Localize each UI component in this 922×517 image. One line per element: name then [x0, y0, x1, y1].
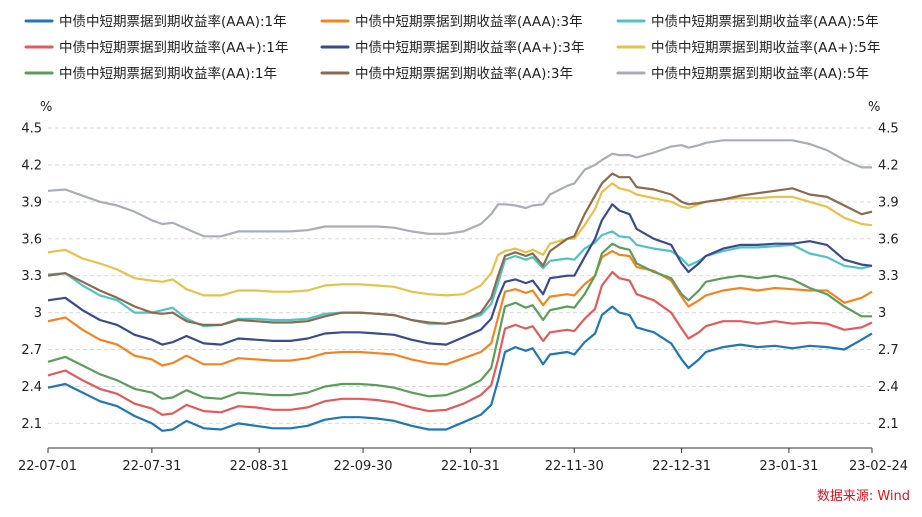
x-tick-label: 22-08-31 [230, 459, 289, 474]
source-note: 数据来源: Wind [817, 489, 910, 504]
y-tick-label-left: 3.3 [21, 269, 42, 284]
y-tick-label-right: 3.6 [878, 232, 899, 247]
y-axis-right: 4.5 4.2 3.9 3.6 3.3 3 2.7 2.4 2.1 [878, 122, 899, 432]
series-line-6 [47, 182, 873, 297]
y-tick-label-right: 2.1 [878, 417, 899, 432]
legend-item-6: 中债中短期票据到期收益率(AA+):5年 [616, 39, 880, 56]
legend-item-2: 中债中短期票据到期收益率(AAA):3年 [320, 13, 583, 30]
y-tick-label-right: 3 [878, 306, 886, 321]
legend-label: 中债中短期票据到期收益率(AA+):3年 [355, 39, 584, 56]
y-tick-label-right: 2.4 [878, 380, 899, 395]
y-tick-label-right: 4.2 [878, 158, 899, 173]
legend-label: 中债中短期票据到期收益率(AAA):5年 [651, 13, 879, 30]
legend-item-3: 中债中短期票据到期收益率(AAA):5年 [616, 13, 879, 30]
legend-label: 中债中短期票据到期收益率(AA):5年 [651, 65, 869, 82]
x-tick-label: 23-01-31 [759, 459, 818, 474]
y-unit-right: % [868, 100, 880, 115]
legend-label: 中债中短期票据到期收益率(AA+):1年 [59, 39, 288, 56]
y-tick-label-right: 3.9 [878, 195, 899, 210]
y-tick-label-left: 2.7 [21, 343, 42, 358]
legend-item-4: 中债中短期票据到期收益率(AA+):1年 [24, 39, 288, 56]
y-unit-left: % [40, 100, 52, 115]
series-line-8 [47, 172, 873, 326]
legend-label: 中债中短期票据到期收益率(AAA):3年 [355, 13, 583, 30]
y-axis-left: 4.5 4.2 3.9 3.6 3.3 3 2.7 2.4 2.1 [21, 122, 42, 432]
y-tick-label-left: 3.6 [21, 232, 42, 247]
x-tick-label: 22-07-31 [122, 459, 181, 474]
series-line-2 [47, 250, 873, 367]
y-tick-label-left: 3.9 [21, 195, 42, 210]
y-tick-label-left: 4.5 [21, 122, 42, 137]
gridlines [48, 127, 872, 424]
legend-label: 中债中短期票据到期收益率(AA+):5年 [651, 39, 880, 56]
legend-item-5: 中债中短期票据到期收益率(AA+):3年 [320, 39, 584, 56]
series-lines [47, 139, 873, 432]
legend-item-9: 中债中短期票据到期收益率(AA):5年 [616, 65, 869, 82]
x-tick-label: 22-11-30 [545, 459, 604, 474]
legend-item-8: 中债中短期票据到期收益率(AA):3年 [320, 65, 573, 82]
legend-label: 中债中短期票据到期收益率(AA):1年 [59, 65, 277, 82]
x-tick-label: 22-09-30 [334, 459, 393, 474]
y-tick-label-left: 3 [34, 306, 42, 321]
x-tick-label: 22-12-31 [652, 459, 711, 474]
y-tick-label-left: 2.1 [21, 417, 42, 432]
legend-item-7: 中债中短期票据到期收益率(AA):1年 [24, 65, 277, 82]
x-tick-label: 23-02-24 [849, 459, 908, 474]
series-line-9 [47, 139, 872, 238]
y-tick-label-left: 4.2 [21, 158, 42, 173]
y-tick-label-right: 3.3 [878, 269, 899, 284]
y-tick-label-right: 4.5 [878, 122, 899, 137]
legend-item-1: 中债中短期票据到期收益率(AAA):1年 [24, 13, 287, 30]
series-line-1 [47, 305, 873, 432]
x-tick-label: 22-07-01 [18, 459, 77, 474]
y-tick-label-left: 2.4 [21, 380, 42, 395]
y-tick-label-right: 2.7 [878, 343, 899, 358]
x-tick-label: 22-10-31 [441, 459, 500, 474]
series-line-5 [47, 203, 873, 346]
series-line-7 [47, 242, 872, 400]
x-axis: 22-07-01 22-07-31 22-08-31 22-09-30 22-10-31… [18, 447, 908, 474]
legend-label: 中债中短期票据到期收益率(AA):3年 [355, 65, 573, 82]
series-line-4 [47, 270, 873, 416]
legend: 中债中短期票据到期收益率(AAA):1年 中债中短期票据到期收益率(AAA):3年… [24, 13, 880, 82]
legend-label: 中债中短期票据到期收益率(AAA):1年 [59, 13, 287, 30]
